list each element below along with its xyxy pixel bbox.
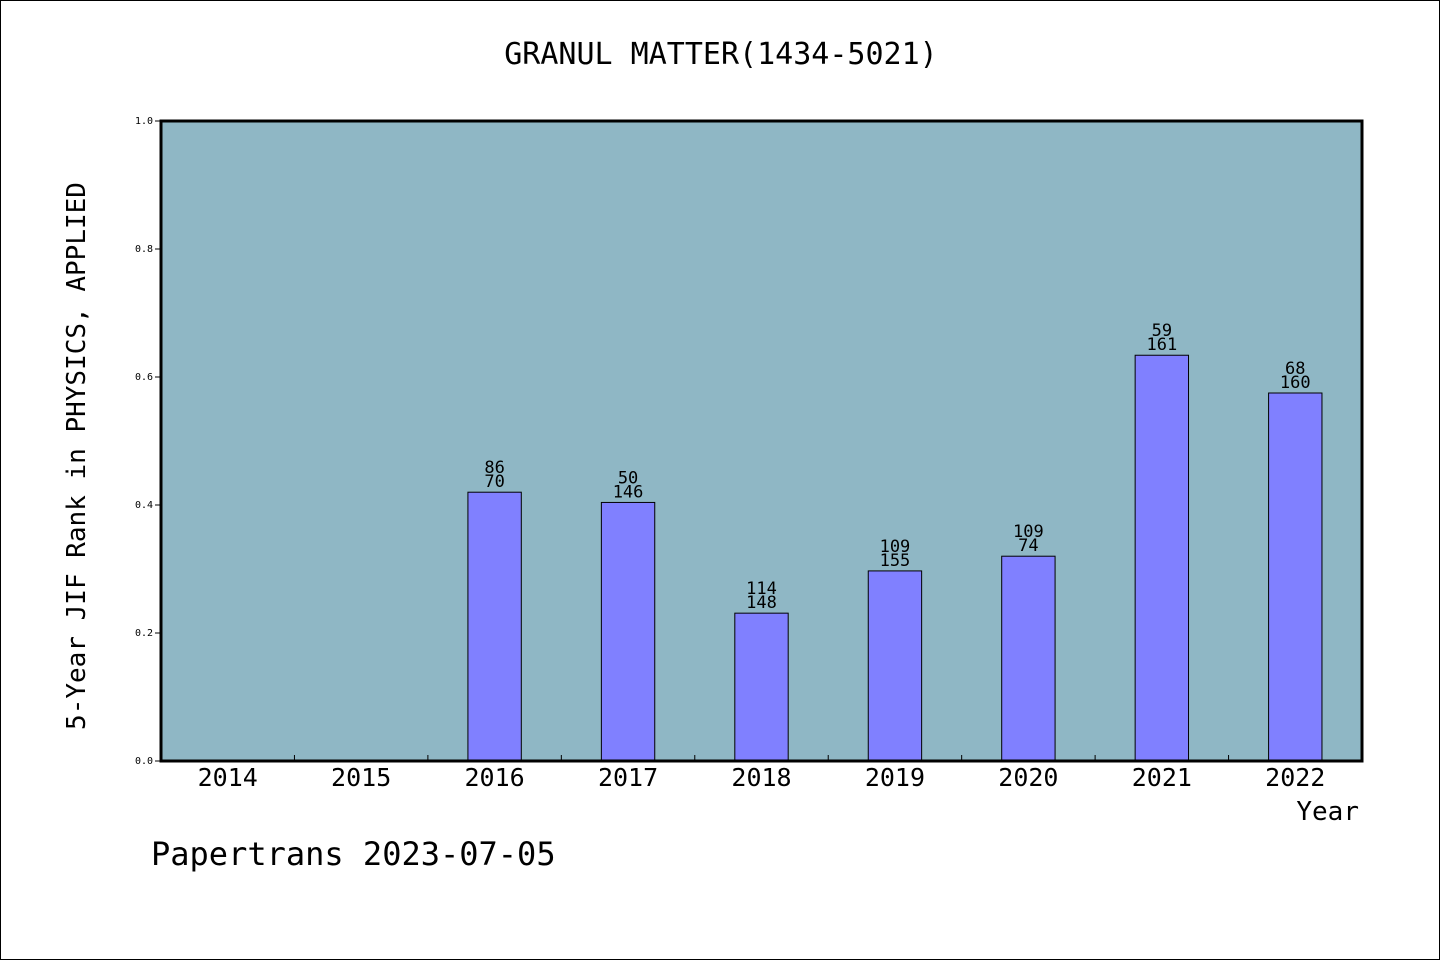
- bar: [1268, 392, 1323, 762]
- bar: [467, 491, 522, 762]
- bar-label-bottom: 74: [1018, 536, 1038, 556]
- bar-label-bottom: 148: [746, 593, 777, 613]
- bar-label-top: 86: [484, 458, 504, 478]
- bar-label-top: 50: [618, 468, 638, 488]
- bar-label-bottom: 155: [880, 551, 911, 571]
- x-tick-label: 2015: [331, 763, 391, 792]
- y-tick-label: 0.0: [135, 756, 153, 767]
- x-tick-label: 2020: [998, 763, 1058, 792]
- bar: [1134, 354, 1190, 762]
- bar-label-bottom: 161: [1146, 335, 1177, 355]
- y-axis: 0.0 0.2 0.4 0.6 0.8 1.0: [135, 116, 161, 767]
- y-tick-label: 1.0: [135, 116, 153, 127]
- y-axis-label: 5-Year JIF Rank in PHYSICS, APPLIED: [62, 182, 92, 730]
- plot-frame: [159, 119, 1364, 763]
- x-tick-label: 2021: [1132, 763, 1192, 792]
- x-tick-label: 2018: [731, 763, 791, 792]
- y-tick-label: 0.8: [135, 244, 153, 255]
- chart-title: GRANUL MATTER(1434-5021): [504, 37, 938, 72]
- bar-label-top: 109: [880, 537, 911, 557]
- y-tick-label: 0.2: [135, 628, 153, 639]
- x-axis-label: Year: [1296, 797, 1359, 827]
- bar-label-top: 109: [1013, 522, 1044, 542]
- y-tick-label: 0.4: [135, 500, 153, 511]
- x-tick-label: 2017: [598, 763, 658, 792]
- x-axis: 2014 2015 2016 2017 2018 2019 2020 2021 2022: [198, 755, 1325, 792]
- bar: [867, 570, 923, 762]
- x-tick-label: 2016: [465, 763, 525, 792]
- bar-label-top: 59: [1152, 321, 1172, 341]
- bar: [600, 501, 656, 762]
- bar-label-bottom: 160: [1280, 373, 1311, 393]
- x-tick-label: 2014: [198, 763, 258, 792]
- bar-label-bottom: 70: [484, 472, 504, 492]
- bar-label-top: 114: [746, 579, 777, 599]
- bar-label-top: 68: [1285, 359, 1305, 379]
- x-tick-label: 2019: [865, 763, 925, 792]
- bar: [1001, 555, 1056, 762]
- bar-label-bottom: 146: [613, 482, 644, 502]
- footer-credit: Papertrans 2023-07-05: [151, 835, 556, 873]
- y-tick-label: 0.6: [135, 372, 153, 383]
- x-tick-label: 2022: [1265, 763, 1325, 792]
- bar: [734, 612, 789, 762]
